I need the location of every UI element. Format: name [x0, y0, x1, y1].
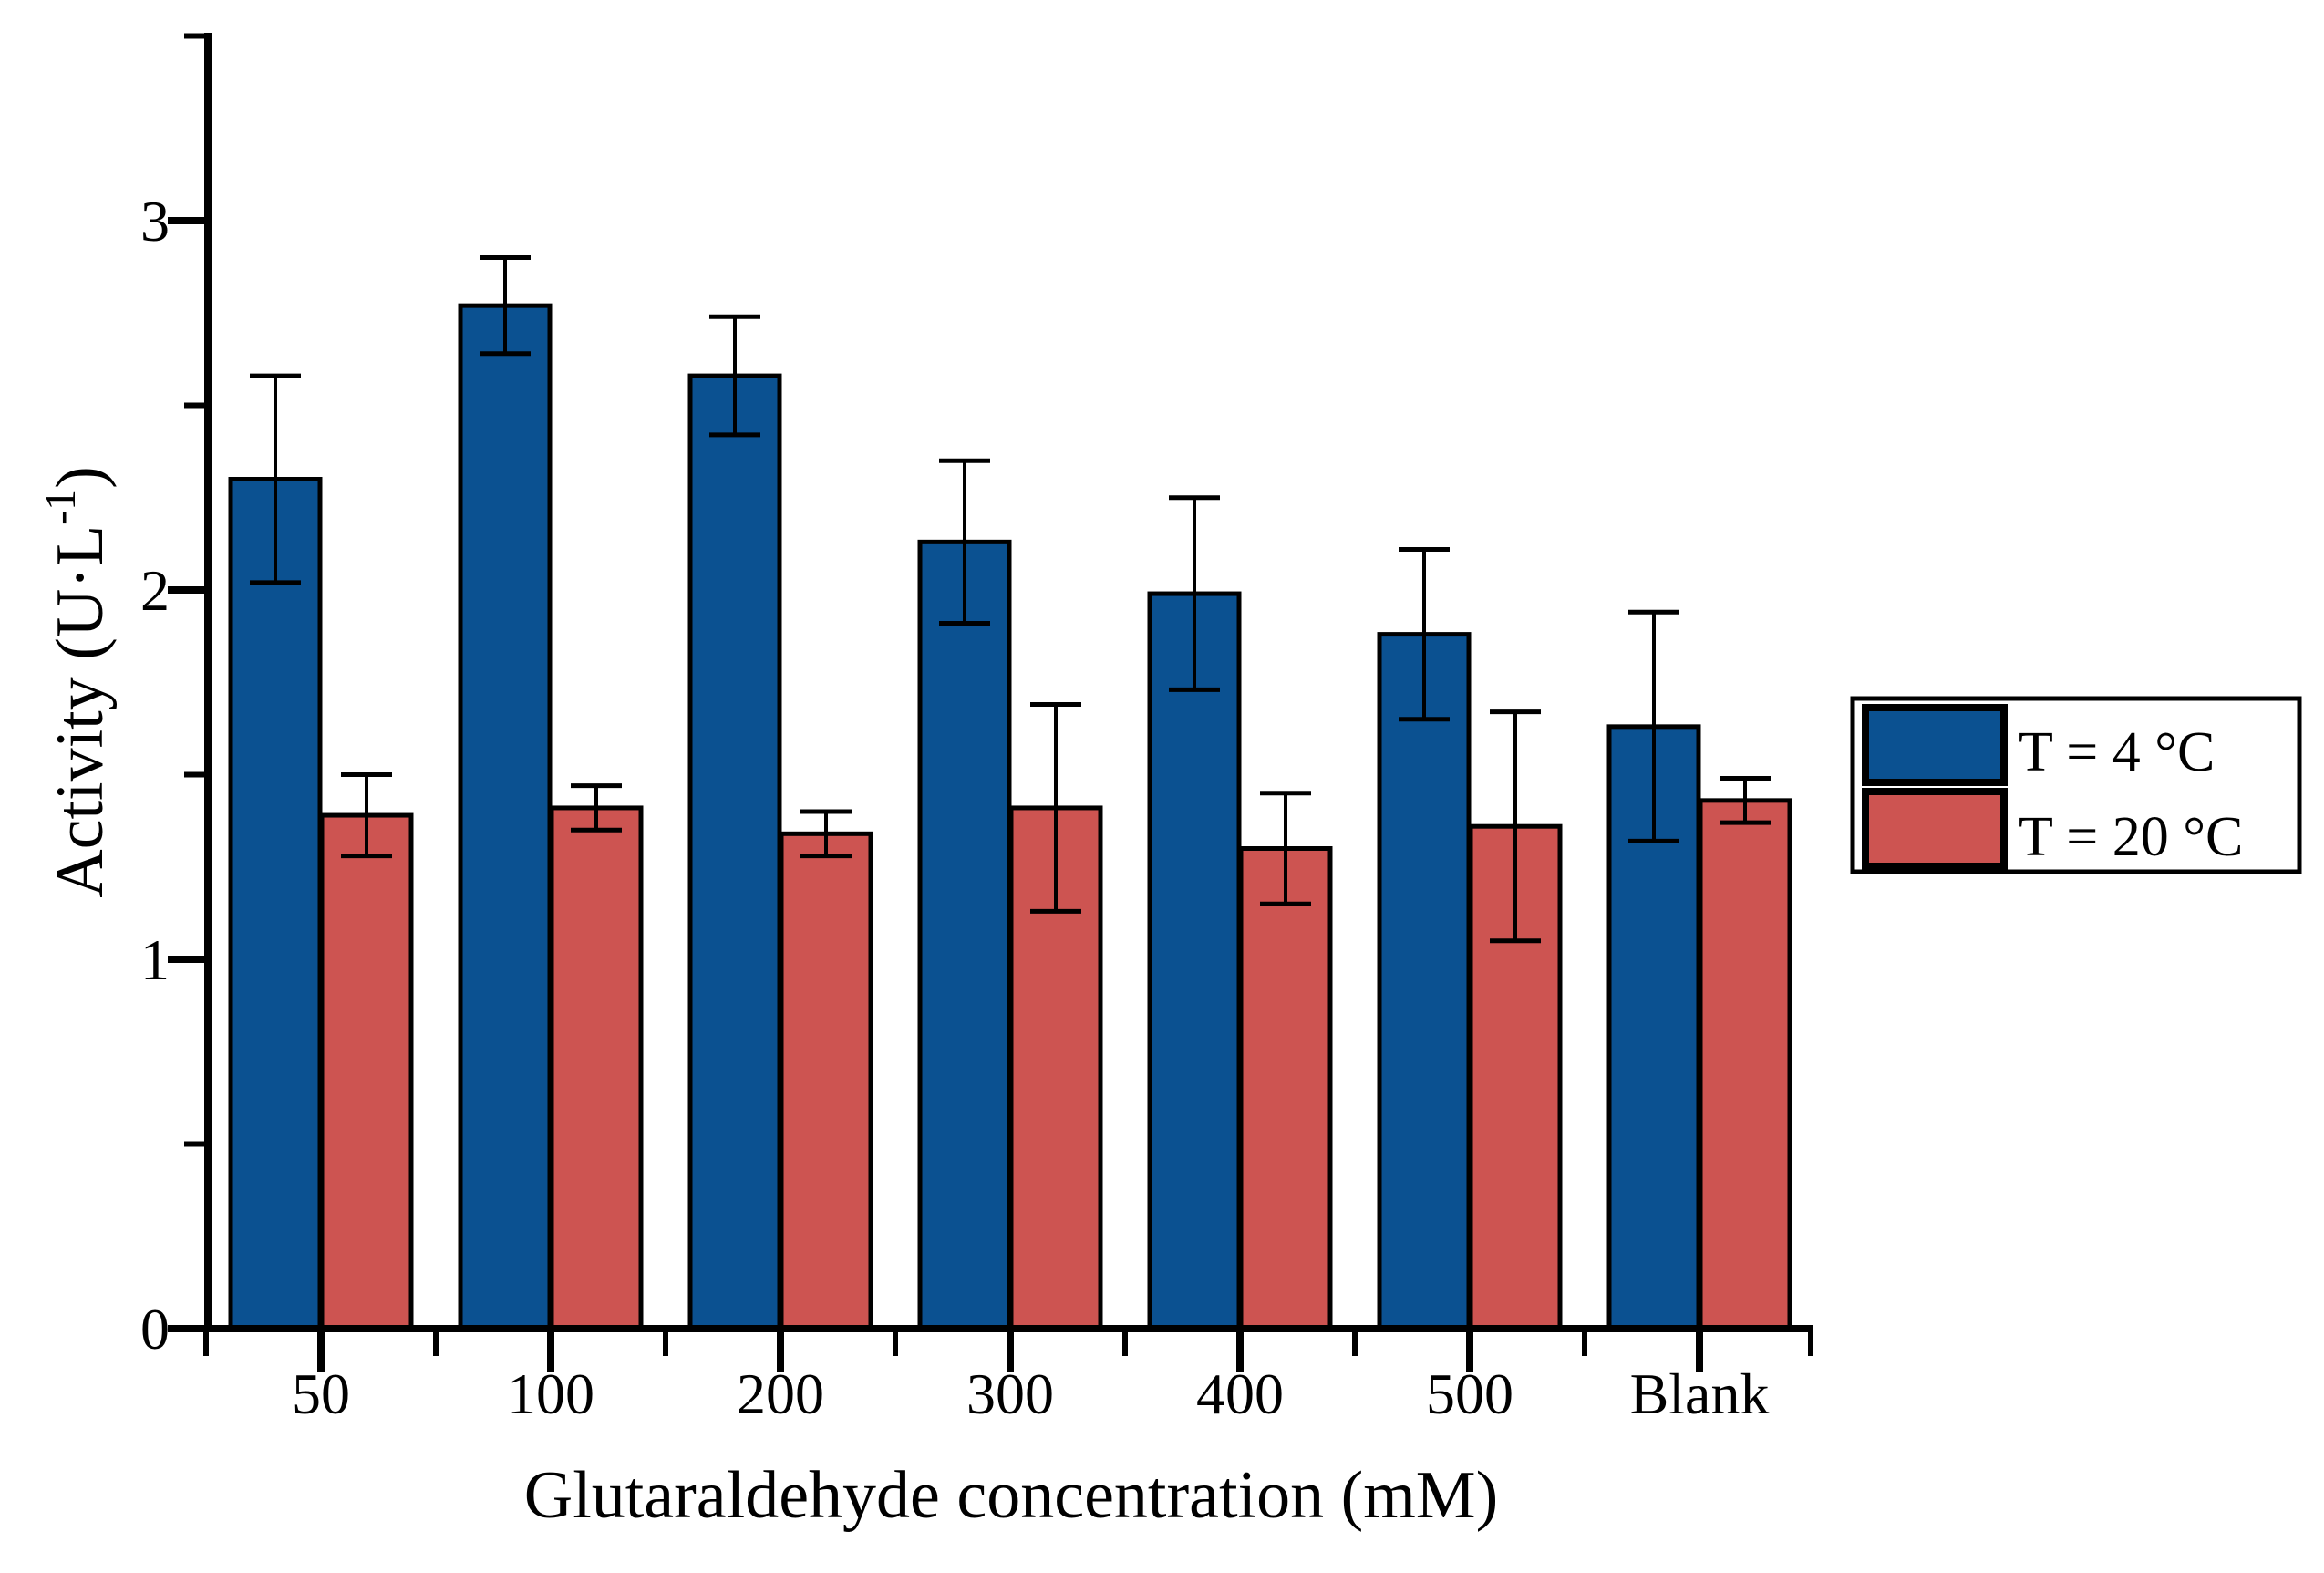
x-tick-label-200: 200: [737, 1361, 824, 1426]
legend-label-4c: T = 4 °C: [2019, 721, 2215, 783]
error-bar-4c-blank: [1628, 609, 1679, 843]
bar-4c-500: [1377, 632, 1472, 1331]
error-bar-20c-50: [341, 772, 392, 859]
bar-20c-400: [1238, 846, 1333, 1331]
bar-4c-100: [458, 303, 553, 1331]
error-bar-4c-500: [1399, 546, 1450, 722]
error-bar-20c-300: [1030, 702, 1081, 914]
error-bar-20c-200: [800, 809, 852, 859]
error-bar-20c-100: [571, 783, 622, 833]
x-tick-label-blank: Blank: [1630, 1361, 1770, 1426]
bar-4c-300: [917, 539, 1012, 1331]
error-bar-20c-blank: [1720, 776, 1771, 825]
error-bar-4c-400: [1169, 495, 1220, 692]
x-tick-label-500: 500: [1426, 1361, 1513, 1426]
x-tick-label-50: 50: [292, 1361, 350, 1426]
bar-20c-50: [319, 812, 414, 1331]
legend-label-20c: T = 20 °C: [2019, 806, 2243, 868]
bar-4c-50: [228, 477, 323, 1331]
x-tick-label-400: 400: [1196, 1361, 1284, 1426]
y-tick-label-3: 3: [140, 189, 170, 254]
bar-4c-200: [687, 373, 782, 1331]
error-bar-4c-200: [709, 314, 760, 438]
bar-20c-blank: [1698, 798, 1792, 1331]
x-tick-label-100: 100: [507, 1361, 594, 1426]
legend-swatch-20c: [1862, 788, 2008, 870]
bar-20c-200: [779, 831, 873, 1331]
y-tick-label-0: 0: [140, 1297, 170, 1361]
bar-20c-300: [1008, 805, 1103, 1331]
y-axis-title: Activity (U·L-1): [36, 466, 118, 898]
x-tick-label-300: 300: [966, 1361, 1054, 1426]
error-bar-20c-500: [1490, 709, 1541, 944]
y-tick-label-1: 1: [140, 927, 170, 992]
bar-4c-400: [1147, 591, 1242, 1331]
error-bar-4c-50: [250, 373, 301, 585]
error-bar-4c-100: [480, 255, 531, 357]
y-tick-label-2: 2: [140, 558, 170, 623]
legend: T = 4 °C T = 20 °C: [1850, 696, 2302, 874]
error-bar-4c-300: [939, 458, 990, 626]
bar-20c-100: [549, 805, 644, 1331]
error-bar-20c-400: [1260, 791, 1311, 906]
x-axis-title: Glutaraldehyde concentration (mM): [524, 1458, 1498, 1533]
legend-swatch-4c: [1862, 704, 2008, 786]
